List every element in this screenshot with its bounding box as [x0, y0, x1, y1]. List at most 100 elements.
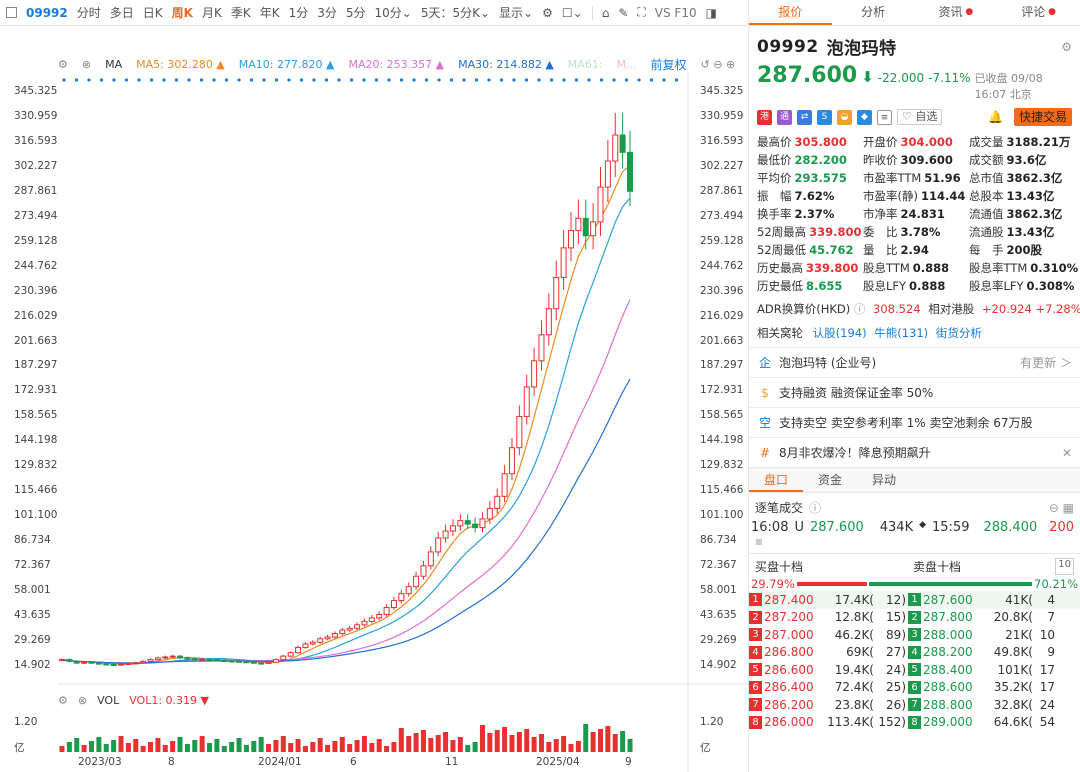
settings-icon[interactable]: ⚙ — [58, 57, 68, 71]
info-row[interactable]: 空支持卖空 卖空参考利率 1% 卖空池剩余 67万股 — [749, 407, 1080, 437]
period-tab[interactable]: 周K — [171, 6, 193, 20]
orderbook-row[interactable]: 5 286.600 19.4K(24) 5 288.400 101K(17 — [749, 661, 1080, 679]
orderbook-row[interactable]: 4 286.800 69K(27) 4 288.200 49.8K(9 — [749, 644, 1080, 662]
close-icon[interactable]: ⊗ — [81, 57, 92, 71]
sub-tab[interactable]: 资金 — [817, 473, 842, 487]
settings-icon[interactable]: ⚙ — [542, 5, 553, 20]
panel-tab[interactable]: 评论 ● — [1021, 5, 1056, 19]
panel-tab[interactable]: 报价 — [749, 0, 832, 25]
info-row[interactable]: $ 支持融资 融资保证金率 50% — [749, 377, 1080, 407]
row-icon: 企 — [758, 356, 771, 370]
sub-tab[interactable]: 盘口 — [749, 468, 803, 492]
vol-label[interactable]: VOL — [97, 693, 120, 707]
connect-icon[interactable]: 通 — [777, 109, 792, 125]
ma5-line — [61, 164, 631, 665]
candle-body — [376, 613, 383, 619]
period-tab[interactable]: 年K — [259, 6, 280, 20]
candle-body — [479, 518, 486, 529]
period-tab[interactable]: 显示⌄ — [499, 6, 534, 20]
candle-body — [213, 659, 220, 662]
signal-dot — [537, 78, 541, 82]
add-watchlist-button[interactable]: ♡ 自选 — [897, 109, 943, 125]
panel-tab[interactable]: 资讯 ● — [938, 5, 974, 19]
bell-icon[interactable]: 🔔 — [988, 110, 1003, 124]
quick-trade-button[interactable]: 快捷交易 — [1013, 108, 1072, 126]
candle-body — [265, 661, 272, 664]
y-tick-label: 316.593 — [14, 134, 58, 147]
camera-icon[interactable]: ⌂ — [601, 5, 610, 20]
orderbook-row[interactable]: 7 286.200 23.8K(26) 7 288.800 32.8K(24 — [749, 696, 1080, 714]
orderbook-row[interactable]: 6 286.400 72.4K(25) 6 288.600 35.2K(17 — [749, 679, 1080, 697]
info-icon[interactable]: ⓘ — [809, 501, 822, 515]
period-tab[interactable]: 分时 — [76, 6, 101, 20]
note-icon[interactable]: ≡ — [877, 109, 892, 125]
info-row[interactable]: #8月非农爆冷！降息预期飙升 ✕ — [749, 437, 1080, 467]
candle-body — [59, 659, 65, 662]
row-right[interactable]: 有更新 ＞ — [1020, 356, 1072, 370]
vol-top-left: 1.20 — [14, 716, 38, 728]
candle-body — [162, 656, 169, 659]
settings-icon[interactable]: ⚙ — [58, 693, 68, 707]
ask-ratio-bar — [868, 582, 1033, 586]
signal-dot — [512, 78, 516, 82]
orderbook-row[interactable]: 8 286.000 113.4K(152) 8 289.000 64.6K(54 — [749, 714, 1080, 732]
kline-chart[interactable] — [0, 72, 748, 772]
street-analysis-link[interactable]: 街货分析 — [935, 326, 982, 340]
panel-tabs: 报价 分析 资讯 ● 评论 ● — [749, 0, 1080, 26]
orderbook-row[interactable]: 3 287.000 46.2K(89) 3 288.000 21K(10 — [749, 626, 1080, 644]
hk-flag-icon[interactable]: 港 — [757, 109, 772, 125]
swap-icon[interactable]: ⇄ — [797, 109, 812, 125]
stock-code-title: 09992 — [757, 36, 819, 57]
tag-icon[interactable]: ◆ — [857, 109, 872, 125]
option-icon[interactable]: ◒ — [837, 109, 852, 125]
info-icon[interactable]: ⓘ — [853, 302, 866, 316]
period-tab[interactable]: 3分 — [317, 6, 337, 20]
tick-vol2: 200 — [1049, 520, 1074, 535]
signal-dot — [624, 78, 629, 82]
warrants-call-link[interactable]: 认股(194) — [812, 326, 867, 340]
volume-bar — [384, 746, 390, 752]
period-tab[interactable]: 1分 — [288, 6, 309, 20]
row-right[interactable]: ✕ — [1061, 445, 1072, 460]
volume-bar — [133, 739, 139, 752]
depth-toggle[interactable]: 10 — [1055, 558, 1074, 575]
period-tab[interactable]: 日K — [142, 6, 163, 20]
vs-f10-link[interactable]: VS F10 — [654, 5, 697, 20]
panel-toggle-icon[interactable]: ◨ — [705, 5, 717, 20]
fullscreen-icon[interactable]: ⛶ — [637, 5, 646, 19]
candle-body — [66, 659, 73, 662]
candle-body — [538, 334, 545, 362]
ma-label[interactable]: MA — [105, 57, 123, 71]
orderbook-row[interactable]: 2 287.200 12.8K(15) 2 287.800 20.8K(7 — [749, 609, 1080, 627]
info-row[interactable]: 企泡泡玛特 (企业号) 有更新 ＞ — [749, 347, 1080, 377]
panel-tab[interactable]: 分析 — [861, 5, 886, 19]
y-tick-label: 144.198 — [700, 434, 744, 447]
orderbook-row[interactable]: 1 287.400 17.4K(12) 1 287.600 41K(4 — [749, 591, 1080, 609]
close-icon[interactable]: ⊗ — [77, 693, 88, 707]
adr-pct: +7.28% — [1035, 302, 1080, 316]
period-tab[interactable]: 10分⌄ — [374, 6, 412, 20]
period-tab[interactable]: 多日 — [109, 6, 134, 20]
volume-bar — [391, 742, 397, 752]
y-tick-label: 172.931 — [14, 384, 58, 397]
more-icon[interactable]: ⊖ ▦ — [1048, 500, 1074, 515]
chart-toggle-icon[interactable] — [6, 7, 17, 18]
gear-icon[interactable]: ⚙ — [1061, 39, 1072, 54]
sub-tab[interactable]: 异动 — [871, 473, 896, 487]
undo-icon[interactable]: ↺ ⊖ ⊕ — [700, 57, 736, 71]
checkbox-icon[interactable]: ☐⌄ — [561, 5, 583, 20]
y-tick-label: 230.396 — [14, 284, 58, 297]
volume-bar — [361, 736, 367, 752]
short-icon[interactable]: S — [817, 109, 832, 125]
period-tab[interactable]: 月K — [201, 6, 222, 20]
volume-bar — [243, 745, 249, 752]
pen-icon[interactable]: ✎ — [618, 5, 629, 20]
down-arrow-icon: ⬇ — [861, 68, 874, 86]
period-tab[interactable]: 季K — [230, 6, 251, 20]
signal-dot — [174, 78, 179, 82]
warrants-cbbc-link[interactable]: 牛熊(131) — [874, 326, 929, 340]
period-tab[interactable]: 5天：5分K⌄ — [420, 6, 491, 20]
fuquan-button[interactable]: 前复权 — [650, 57, 687, 72]
period-tab[interactable]: 5分 — [345, 6, 366, 20]
candle-body — [331, 633, 338, 638]
